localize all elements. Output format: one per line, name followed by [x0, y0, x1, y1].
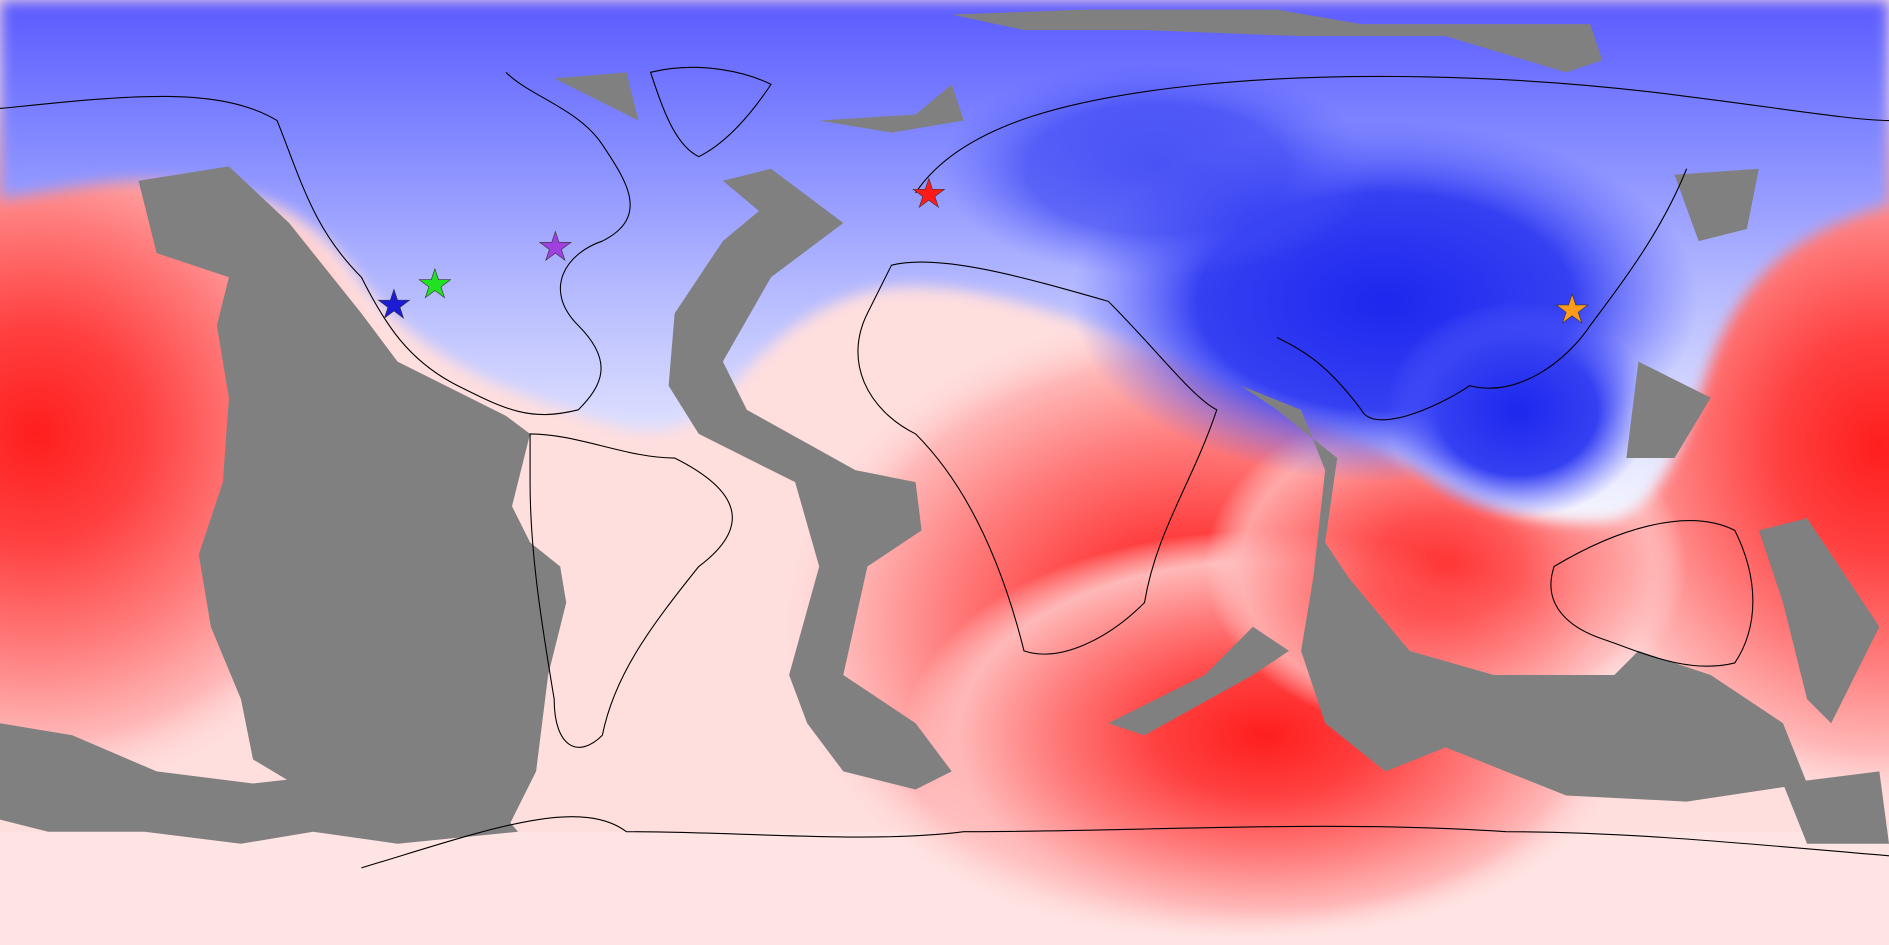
africa-coast: [857, 261, 1218, 655]
mask: [0, 9, 1889, 844]
site-star-red: [912, 177, 946, 209]
cold-southeast-asia: [1385, 301, 1651, 519]
australia-east-mask: [1758, 518, 1880, 724]
southern-mask: [0, 723, 519, 844]
indian-mask: [1240, 385, 1808, 802]
greenland-mask: [554, 72, 639, 121]
pacific-mask: [138, 166, 567, 832]
north-pacific-mask: [1674, 168, 1759, 242]
greenland-coast: [649, 66, 772, 158]
eurasia-coast: [915, 75, 1889, 421]
pacific-west-mask: [1626, 361, 1711, 459]
southwest-mask: [1108, 626, 1290, 736]
southeast-mask: [1782, 771, 1889, 844]
north-america-coast: [0, 71, 631, 416]
arctic-mask: [951, 9, 1603, 73]
cold-europe: [939, 60, 1374, 278]
site-star-orange: [1555, 293, 1589, 324]
site-markers: [377, 177, 1589, 324]
site-star-blue: [377, 288, 411, 320]
site-star-purple: [538, 230, 572, 262]
coastlines: [0, 66, 1889, 869]
iceland-mask: [819, 84, 964, 133]
south-america-coast: [529, 433, 733, 748]
site-star-green: [418, 267, 452, 299]
atlantic-mask: [668, 168, 952, 790]
australia-coast: [1550, 520, 1754, 667]
antarctica-coast: [361, 816, 1889, 869]
